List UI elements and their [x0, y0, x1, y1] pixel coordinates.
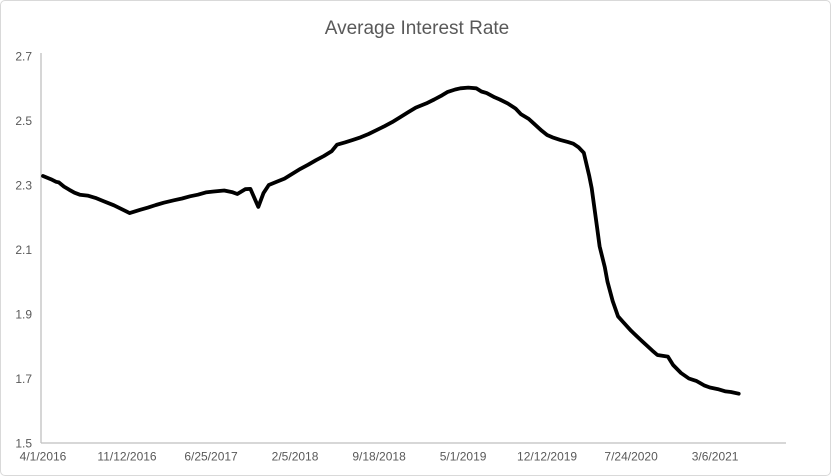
x-tick-label: 3/6/2021	[692, 450, 739, 464]
y-tick-label: 2.5	[15, 114, 32, 128]
x-tick-label: 6/25/2017	[184, 450, 238, 464]
y-tick-label: 2.1	[15, 243, 32, 257]
x-tick-label: 11/12/2016	[97, 450, 156, 464]
y-tick-label: 1.7	[15, 372, 32, 386]
x-tick-label: 4/1/2016	[20, 450, 67, 464]
x-tick-label: 2/5/2018	[272, 450, 319, 464]
chart-title: Average Interest Rate	[325, 18, 509, 39]
x-tick-label: 12/12/2019	[517, 450, 577, 464]
y-tick-label: 2.7	[15, 50, 32, 64]
y-tick-label: 2.3	[15, 179, 32, 193]
series-line	[41, 85, 741, 396]
y-tick-label: 1.5	[15, 437, 32, 451]
x-tick-label: 7/24/2020	[604, 450, 658, 464]
x-tick-label: 5/1/2019	[440, 450, 487, 464]
plot-area: 2.7 2.5 2.3 2.1 1.9 1.7 1.54/1/2016 11/12/2016 6…	[15, 50, 786, 464]
x-tick-label: 9/18/2018	[352, 450, 406, 464]
y-tick-label: 1.9	[15, 308, 32, 322]
